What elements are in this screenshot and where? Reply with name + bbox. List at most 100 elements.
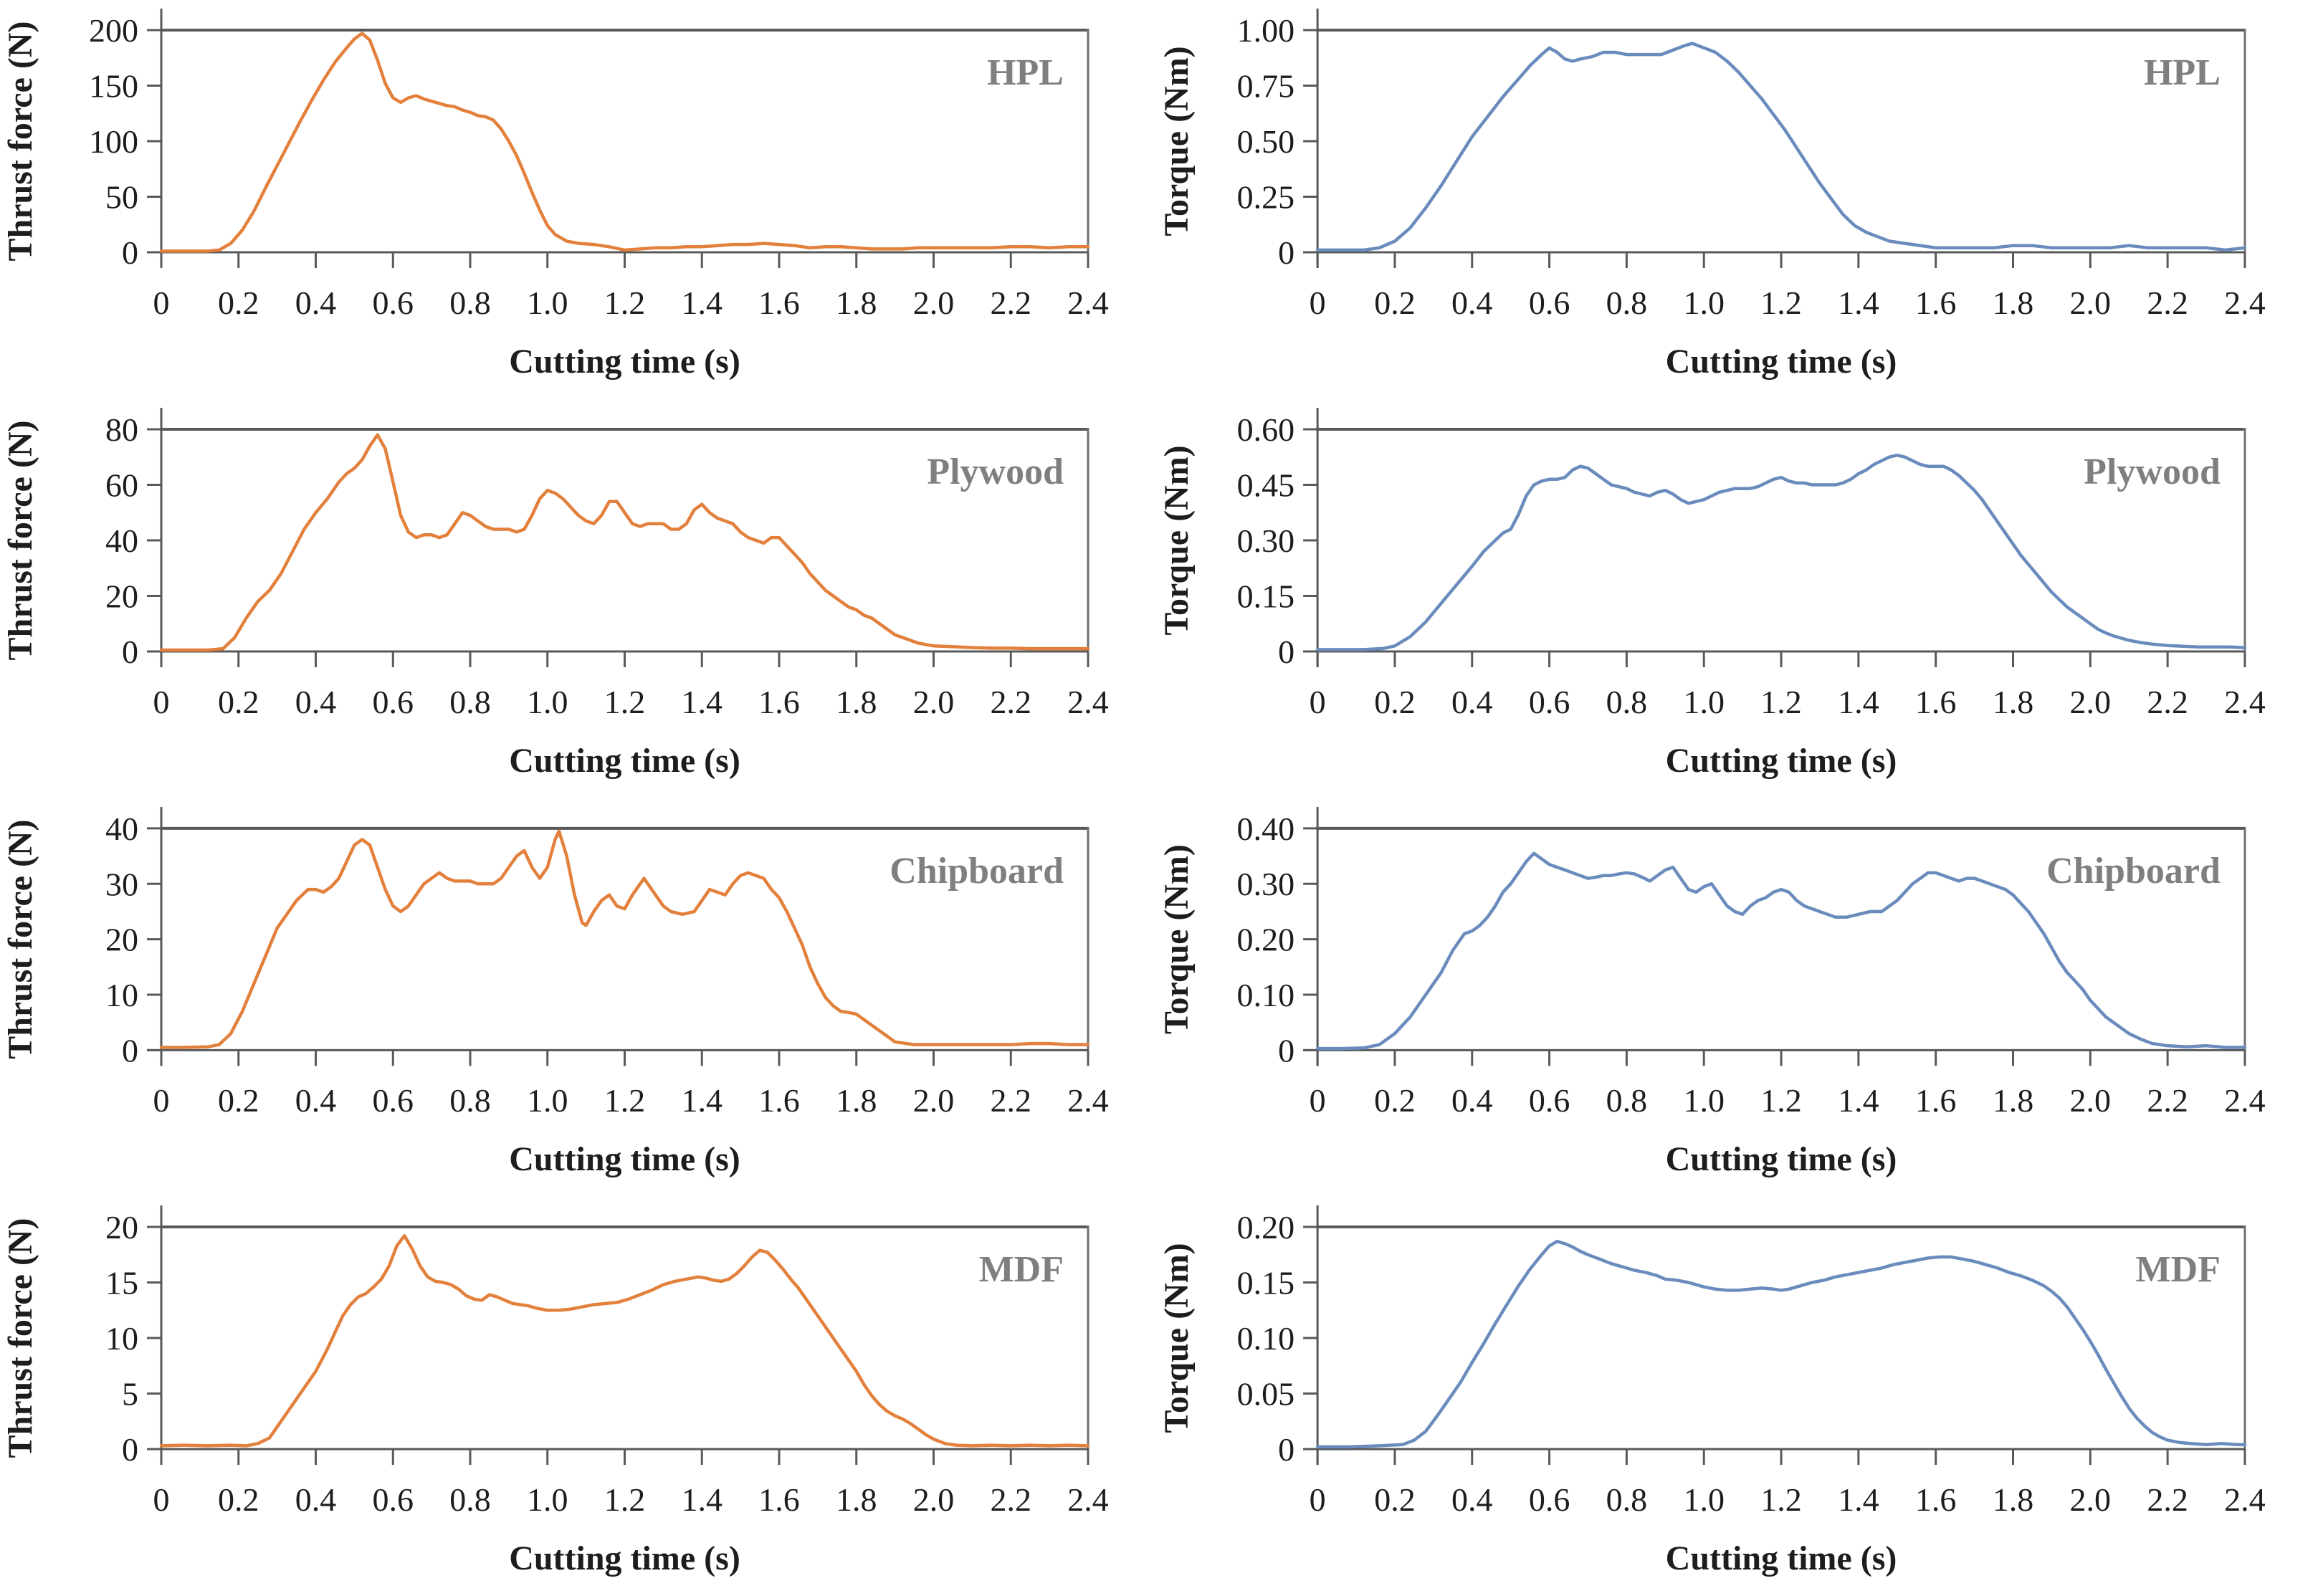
x-tick-label: 2.4 [1067,1082,1109,1119]
x-tick-label: 1.0 [1683,1082,1725,1119]
plot-background [1156,798,2313,1197]
chart-hpl-thrust: 0 50 100 150 200 0 0.2 0.4 0.6 0.8 1.0 1.2 1.4 1.6 1.8… [0,0,1156,399]
y-axis-title: Torque (Nm) [1158,844,1196,1034]
x-tick-label: 2.4 [2224,1481,2266,1518]
x-tick-label: 1.4 [1838,1082,1879,1119]
x-tick-label: 1.4 [1838,1481,1879,1518]
chart-hpl-torque: 0 0.25 0.50 0.75 1.00 0 0.2 0.4 0.6 0.8 1.0 1.2 1.4 1… [1156,0,2313,399]
x-tick-label: 1.2 [1760,285,1802,321]
chart-svg-hpl-thrust: 0 50 100 150 200 0 0.2 0.4 0.6 0.8 1.0 1.2 1.4 1.6 1.8… [0,0,1156,399]
y-axis-title: Torque (Nm) [1158,445,1196,635]
x-tick-label: 1.4 [1838,285,1879,321]
x-tick-label: 2.2 [2147,684,2188,720]
chart-svg-mdf-thrust: 0 5 10 15 20 0 0.2 0.4 0.6 0.8 1.0 1.2 1.4 1.6 1.8 2.0 2… [0,1197,1156,1596]
y-tick-label: 0 [122,1431,138,1468]
y-tick-label: 0 [1278,634,1294,670]
x-tick-label: 1.0 [527,1481,568,1518]
chart-mdf-thrust: 0 5 10 15 20 0 0.2 0.4 0.6 0.8 1.0 1.2 1.4 1.6 1.8 2.0 2… [0,1197,1156,1596]
x-tick-label: 1.8 [836,1481,877,1518]
y-tick-label: 0.40 [1237,811,1295,847]
y-axis-title: Torque (Nm) [1158,46,1196,236]
x-tick-label: 0.6 [1529,1481,1570,1518]
x-tick-label: 1.0 [1683,684,1725,720]
chart-svg-chipboard-torque: 0 0.10 0.20 0.30 0.40 0 0.2 0.4 0.6 0.8 1.0 1.2 1.4 1… [1156,798,2313,1197]
x-tick-label: 2.2 [991,285,1032,321]
y-tick-label: 10 [105,1320,138,1357]
x-tick-label: 0 [1310,684,1326,720]
y-tick-label: 1.00 [1237,12,1295,49]
y-tick-label: 0.10 [1237,1320,1295,1357]
x-tick-label: 0.4 [295,285,337,321]
x-axis-title: Cutting time (s) [509,742,740,780]
x-tick-label: 0.8 [449,684,491,720]
x-tick-label: 0 [1310,1481,1326,1518]
y-tick-label: 80 [105,411,138,448]
x-tick-label: 0.2 [1374,684,1416,720]
x-axis-title: Cutting time (s) [509,1140,740,1178]
x-tick-label: 1.4 [1838,684,1879,720]
y-tick-label: 20 [105,578,138,615]
x-tick-label: 0.8 [1606,684,1648,720]
y-tick-label: 0 [1278,1032,1294,1069]
plot-background [0,798,1156,1197]
y-tick-label: 0.10 [1237,977,1295,1013]
chart-plywood-torque: 0 0.15 0.30 0.45 0.60 0 0.2 0.4 0.6 0.8 1.0 1.2 1.4 1… [1156,399,2313,798]
data-line-mdf-torque [1315,1239,2247,1449]
x-tick-label: 0.2 [1374,1481,1416,1518]
material-label: HPL [987,52,1064,93]
y-axis-title: Thrust force (N) [1,1218,39,1458]
y-tick-label: 0.15 [1237,578,1295,615]
x-tick-label: 1.8 [836,1082,877,1119]
x-tick-label: 0.4 [1451,1082,1493,1119]
x-tick-label: 2.2 [991,1082,1031,1119]
x-axis-title: Cutting time (s) [1666,742,1897,780]
x-tick-label: 2.0 [913,285,955,321]
x-tick-label: 0 [1310,1082,1326,1119]
y-tick-label: 0.75 [1237,68,1295,105]
x-tick-label: 1.2 [604,285,646,321]
x-tick-label: 0 [153,1082,170,1119]
y-tick-label: 0.60 [1237,411,1295,448]
chart-svg-chipboard-thrust: 0 10 20 30 40 0 0.2 0.4 0.6 0.8 1.0 1.2 1.4 1.6 1.8 2.0… [0,798,1156,1197]
x-tick-label: 1.0 [527,684,568,720]
y-tick-label: 100 [89,123,138,160]
x-tick-label: 0.4 [295,1481,337,1518]
x-tick-label: 0 [153,684,170,720]
x-tick-label: 2.0 [2070,684,2112,720]
x-tick-label: 1.0 [527,285,568,321]
data-line-plywood-thrust [159,433,1090,652]
chart-mdf-torque: 0 0.05 0.10 0.15 0.20 0 0.2 0.4 0.6 0.8 1.0 1.2 1.4 1… [1156,1197,2313,1596]
y-tick-label: 0.30 [1237,522,1295,559]
x-tick-label: 0.8 [449,285,491,321]
x-tick-label: 2.2 [991,684,1032,720]
x-axis-title: Cutting time (s) [1666,343,1897,381]
x-tick-label: 1.6 [758,1481,800,1518]
data-line-hpl-thrust [159,32,1090,253]
y-tick-label: 0 [1278,234,1294,271]
x-tick-label: 2.2 [2147,1082,2188,1119]
material-label: Plywood [2084,451,2221,492]
x-tick-label: 1.6 [1915,1481,1957,1518]
x-tick-label: 1.2 [1760,1082,1802,1119]
x-tick-label: 2.4 [1067,1481,1109,1518]
x-tick-label: 0.8 [449,1082,490,1119]
x-tick-label: 1.8 [1993,285,2034,321]
chart-svg-plywood-torque: 0 0.15 0.30 0.45 0.60 0 0.2 0.4 0.6 0.8 1.0 1.2 1.4 1… [1156,399,2313,798]
x-tick-label: 1.6 [758,1082,799,1119]
x-tick-label: 1.2 [604,1082,645,1119]
plot-background [0,0,1156,399]
x-tick-label: 1.6 [1915,285,1957,321]
x-tick-label: 0.8 [1606,1481,1648,1518]
x-tick-label: 1.6 [758,684,800,720]
chart-svg-plywood-thrust: 0 20 40 60 80 0 0.2 0.4 0.6 0.8 1.0 1.2 1.4 1.6 1.8 2.0… [0,399,1156,798]
x-tick-label: 0.2 [218,285,259,321]
y-axis-title: Torque (Nm) [1158,1243,1196,1433]
x-tick-label: 1.2 [604,1481,646,1518]
x-tick-label: 1.4 [682,684,723,720]
chart-chipboard-thrust: 0 10 20 30 40 0 0.2 0.4 0.6 0.8 1.0 1.2 1.4 1.6 1.8 2.0… [0,798,1156,1197]
y-tick-label: 0 [122,234,138,271]
x-tick-label: 0.8 [449,1481,491,1518]
y-tick-label: 15 [105,1265,138,1301]
y-tick-label: 0 [1278,1431,1294,1468]
